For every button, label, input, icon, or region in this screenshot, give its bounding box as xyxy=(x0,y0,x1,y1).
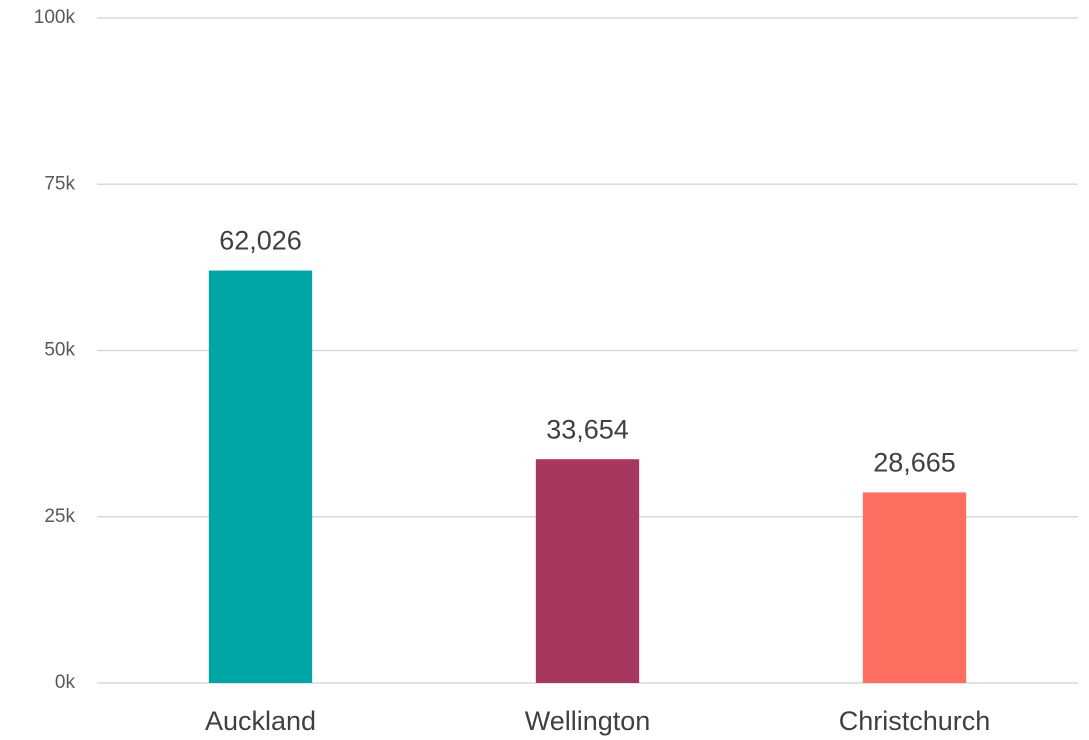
x-tick-label: Auckland xyxy=(205,706,316,736)
value-label: 33,654 xyxy=(546,414,629,444)
y-tick-label: 50k xyxy=(44,340,75,361)
bar xyxy=(862,492,967,683)
y-tick-label: 75k xyxy=(44,173,75,194)
y-tick-label: 0k xyxy=(55,672,76,693)
x-tick-label: Wellington xyxy=(525,706,651,736)
value-label: 62,026 xyxy=(219,226,302,256)
y-tick-label: 100k xyxy=(34,7,76,28)
bar xyxy=(208,270,313,683)
x-tick-label: Christchurch xyxy=(839,706,991,736)
y-tick-label: 25k xyxy=(44,506,75,527)
value-label: 28,665 xyxy=(873,448,956,478)
bar xyxy=(535,459,640,683)
